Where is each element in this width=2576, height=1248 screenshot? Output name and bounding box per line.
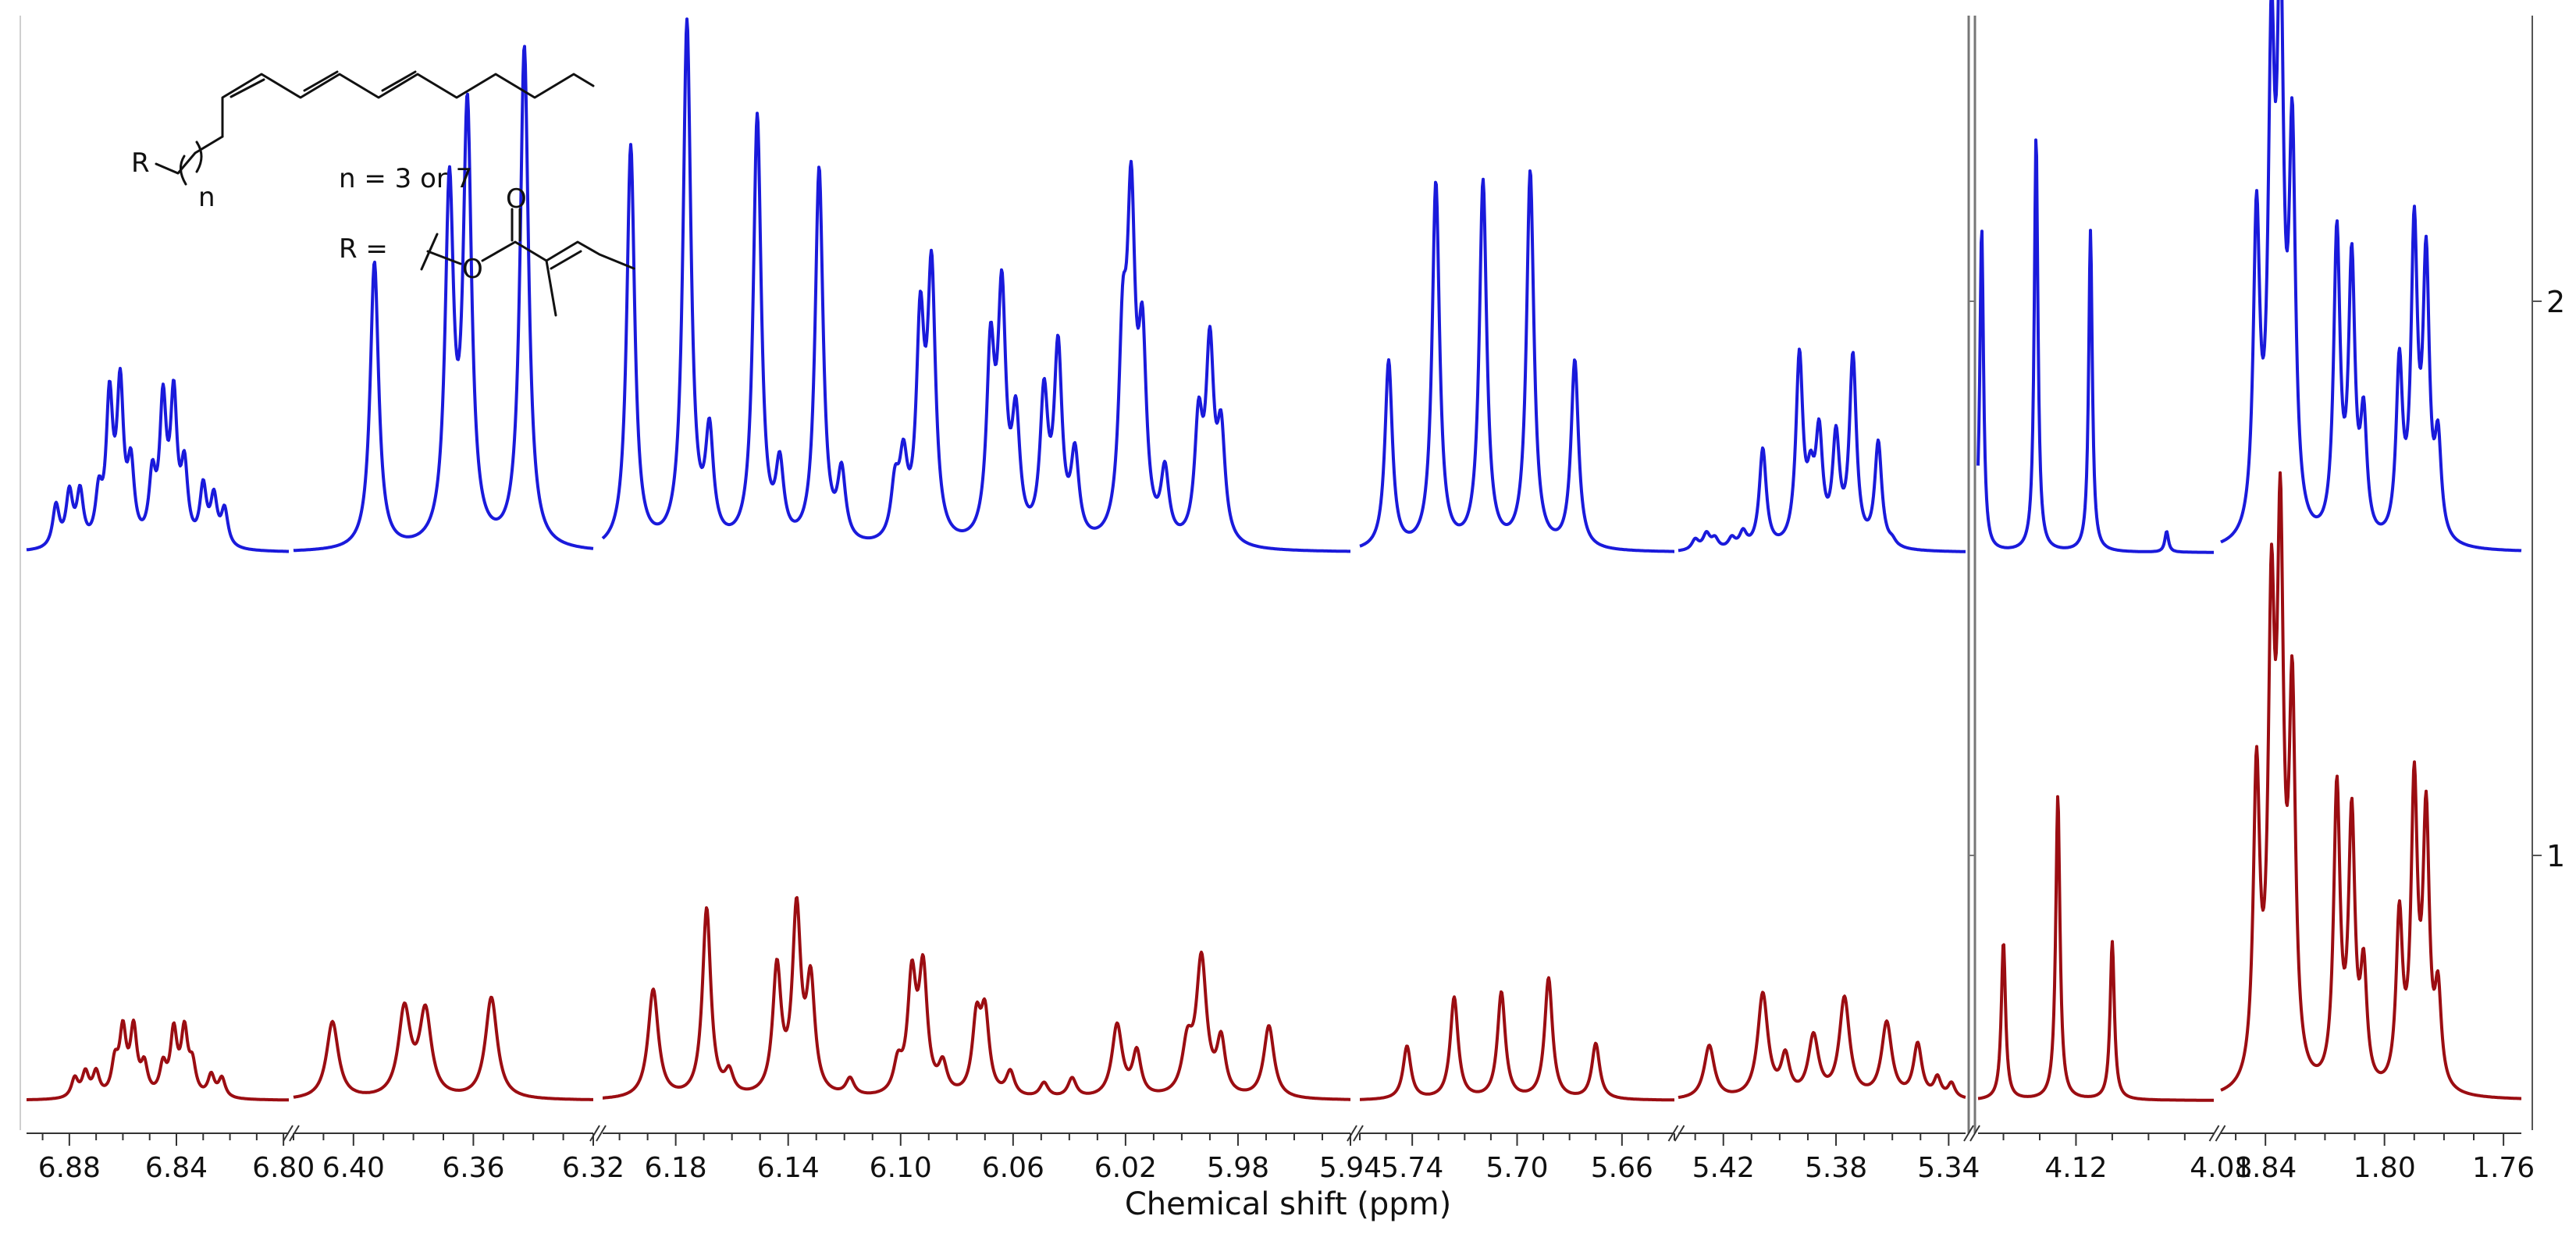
x-tick-label: 5.42 xyxy=(1692,1152,1755,1184)
x-tick-label: 5.70 xyxy=(1485,1152,1548,1184)
spectrum-line-2-segment-2 xyxy=(293,44,594,553)
x-tick-label: 5.38 xyxy=(1805,1152,1867,1184)
x-tick-label: 6.02 xyxy=(1094,1152,1157,1184)
structure-ester-bonds xyxy=(481,240,635,270)
structure-n-label: n xyxy=(198,182,215,213)
x-tick-label: 4.12 xyxy=(2044,1152,2107,1184)
series-label-2: 2 xyxy=(2546,285,2565,319)
x-tick-label: 6.06 xyxy=(982,1152,1044,1184)
x-tick-label: 5.94 xyxy=(1319,1152,1382,1184)
x-tick-label: 6.84 xyxy=(145,1152,208,1184)
structure-double-bond xyxy=(229,78,265,98)
x-axis: 6.88 6.84 6.80 6.40 6.36 6.32 6.18 6.14 6.10 6.06… xyxy=(27,1125,2535,1184)
x-axis-break-mark xyxy=(2215,1125,2226,1142)
structure-ester-o: O xyxy=(462,254,483,285)
x-tick-label: 5.74 xyxy=(1381,1152,1443,1184)
structure-alkene-bond xyxy=(550,250,582,270)
spectrum-line-2-segment-4 xyxy=(1359,169,1675,553)
x-tick-label: 1.80 xyxy=(2354,1152,2416,1184)
x-axis-break-mark xyxy=(2208,1125,2220,1142)
x-axis-break-mark xyxy=(283,1125,294,1142)
spectrum-traces xyxy=(26,0,2522,1102)
spectrum-line-2-segment-6 xyxy=(1976,138,2215,554)
x-axis-break-mark xyxy=(589,1125,600,1142)
x-axis-break-mark xyxy=(1969,1125,1980,1142)
structure-repeat-bracket xyxy=(180,155,187,186)
x-axis-break-mark xyxy=(1963,1125,1974,1142)
x-axis-break-mark xyxy=(1353,1125,1364,1142)
x-tick-label: 6.10 xyxy=(870,1152,932,1184)
structure-alkyl-bridge xyxy=(155,135,224,175)
structure-double-bond xyxy=(303,70,339,92)
x-tick-label: 6.40 xyxy=(322,1152,385,1184)
spectrum-line-2-segment-1 xyxy=(26,367,290,553)
x-axis-break-mark xyxy=(596,1125,607,1142)
structure-ester-bonds xyxy=(426,250,462,265)
x-tick-label: 5.34 xyxy=(1917,1152,1980,1184)
spectrum-line-1-segment-6 xyxy=(1977,795,2215,1102)
x-tick-label: 6.80 xyxy=(252,1152,315,1184)
x-tick-label: 6.14 xyxy=(757,1152,820,1184)
x-axis-break-mark xyxy=(1667,1125,1679,1142)
spectrum-line-2-segment-7 xyxy=(2220,0,2522,553)
spectrum-line-1-segment-5 xyxy=(1678,990,1966,1100)
structure-repeat-bracket xyxy=(195,140,203,173)
x-axis-break-mark xyxy=(1347,1125,1357,1142)
structure-methyl-bond xyxy=(545,259,557,317)
structure-n-note: n = 3 or 7 xyxy=(339,163,472,194)
spectrum-line-1-segment-3 xyxy=(602,896,1351,1101)
x-tick-label: 1.76 xyxy=(2472,1152,2535,1184)
structure-chain-bonds xyxy=(221,73,595,138)
spectrum-line-1-segment-2 xyxy=(293,995,594,1101)
x-tick-label: 5.98 xyxy=(1207,1152,1269,1184)
structure-r-label: R xyxy=(131,148,150,179)
spectrum-line-1-segment-7 xyxy=(2220,471,2522,1100)
x-tick-label: 6.36 xyxy=(442,1152,504,1184)
structure-r-equals: R = xyxy=(339,233,388,265)
x-axis-title: Chemical shift (ppm) xyxy=(1125,1186,1451,1222)
spectrum-line-1-segment-1 xyxy=(26,1019,290,1102)
spectrum-line-2-segment-3 xyxy=(601,17,1351,553)
structure-double-bond xyxy=(381,70,417,92)
x-tick-label: 6.32 xyxy=(562,1152,624,1184)
x-tick-label: 4.08 xyxy=(2190,1152,2252,1184)
structure-carbonyl-o: O xyxy=(506,183,527,215)
x-tick-label: 6.88 xyxy=(38,1152,101,1184)
spectrum-line-1-segment-4 xyxy=(1359,976,1675,1102)
x-tick-label: 1.84 xyxy=(2234,1152,2297,1184)
x-tick-label: 5.66 xyxy=(1591,1152,1653,1184)
chemical-structure: R n n = 3 or 7 R = O O xyxy=(131,70,635,317)
x-tick-label: 6.18 xyxy=(645,1152,707,1184)
series-label-1: 1 xyxy=(2546,839,2565,873)
spectrum-line-2-segment-5 xyxy=(1678,347,1966,553)
